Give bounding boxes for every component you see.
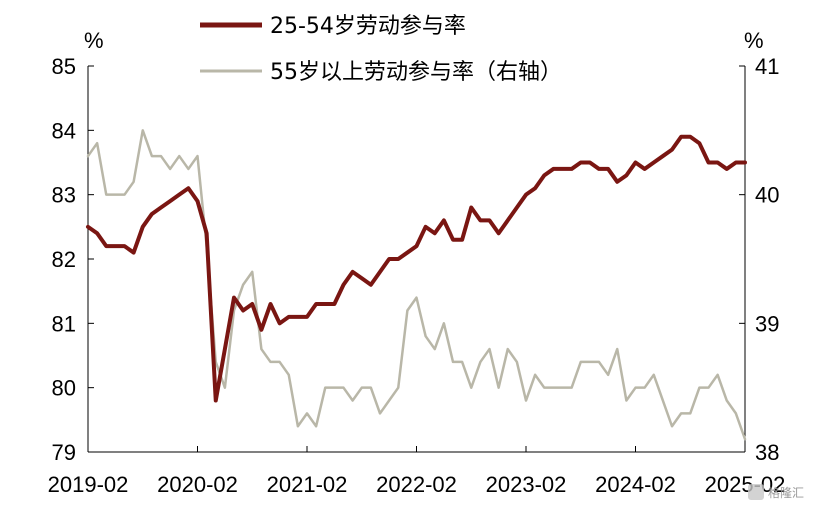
- x-tick-label: 2022-02: [376, 472, 457, 497]
- right-tick-label: 41: [755, 54, 779, 79]
- legend-label-55-plus: 55岁以上劳动参与率（右轴）: [270, 60, 562, 85]
- x-axis-ticks: 2019-02 2020-02 2021-02 2022-02 2023-02 2024-…: [48, 446, 786, 497]
- x-tick-label: 2019-02: [48, 472, 129, 497]
- left-axis-ticks: 79 80 81 82 83 84 85: [52, 54, 94, 465]
- left-axis-unit: %: [84, 28, 104, 53]
- series-line-prime-age: [86, 134, 747, 403]
- right-axis-unit: %: [744, 28, 764, 53]
- left-tick-label: 84: [52, 118, 76, 143]
- left-tick-label: 80: [52, 376, 76, 401]
- x-tick-label: 2024-02: [595, 472, 676, 497]
- legend: 25-54岁劳动参与率 55岁以上劳动参与率（右轴）: [200, 14, 562, 85]
- left-tick-label: 79: [52, 440, 76, 465]
- right-axis-ticks: 38 39 40 41: [739, 54, 779, 465]
- axes: [87, 66, 746, 453]
- left-tick-label: 82: [52, 247, 76, 272]
- x-tick-label: 2021-02: [267, 472, 348, 497]
- watermark-logo: 格隆汇: [748, 484, 804, 500]
- x-tick-label: 2025-02: [705, 472, 786, 497]
- x-tick-label: 2020-02: [157, 472, 238, 497]
- series-line-55-plus: [86, 129, 747, 441]
- left-tick-label: 81: [52, 311, 76, 336]
- x-tick-label: 2023-02: [486, 472, 567, 497]
- legend-label-prime-age: 25-54岁劳动参与率: [270, 14, 466, 39]
- left-tick-label: 83: [52, 183, 76, 208]
- svg-text:格隆汇: 格隆汇: [768, 485, 804, 500]
- series-layer: [86, 129, 747, 441]
- right-tick-label: 38: [755, 440, 779, 465]
- right-tick-label: 40: [755, 183, 779, 208]
- right-tick-label: 39: [755, 311, 779, 336]
- left-tick-label: 85: [52, 54, 76, 79]
